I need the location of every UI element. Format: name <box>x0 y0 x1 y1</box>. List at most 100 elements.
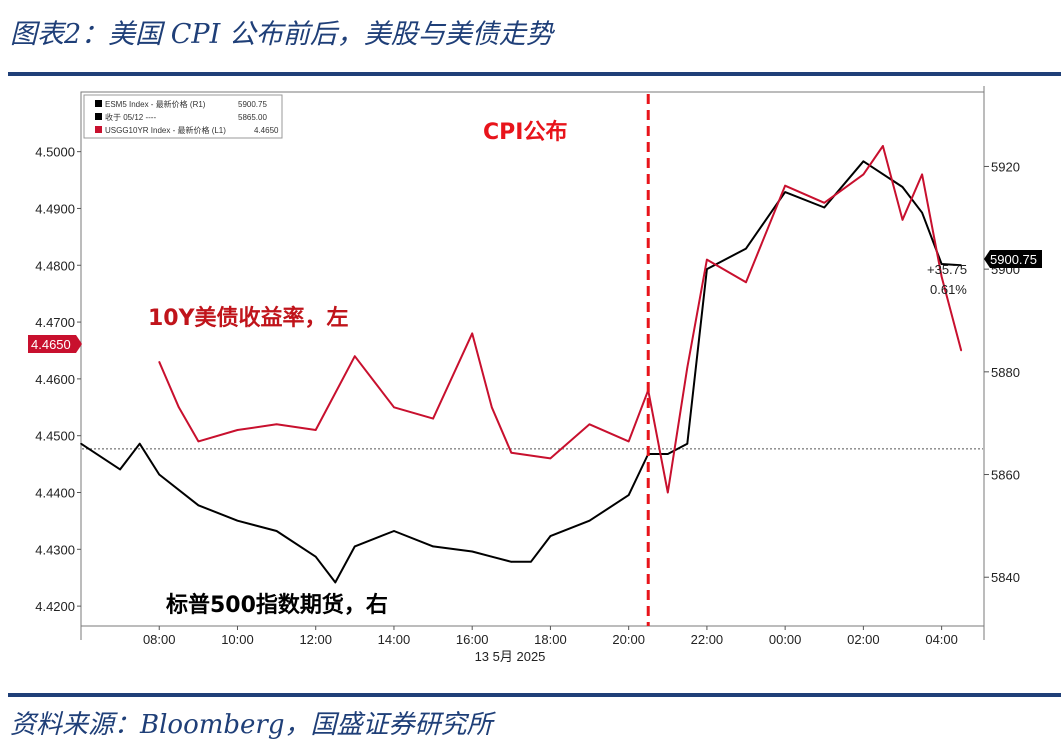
futures-point <box>745 247 747 250</box>
series-layer <box>80 145 963 584</box>
yield-point <box>393 406 395 409</box>
futures-point <box>686 442 689 445</box>
left-tick-label: 4.5000 <box>35 145 75 160</box>
yield-point <box>960 349 962 352</box>
futures-last-value-tag: 5900.75 <box>984 250 1042 268</box>
futures-point <box>158 473 161 476</box>
left-tick-label: 4.4300 <box>35 542 75 557</box>
left-tick-label: 4.4700 <box>35 315 75 330</box>
legend-label-0: ESM5 Index - 最新价格 (R1) <box>105 99 206 109</box>
legend-swatch-futures <box>95 100 102 107</box>
left-tick-label: 4.4500 <box>35 429 75 444</box>
yield-point <box>745 281 747 284</box>
futures-point <box>510 561 513 563</box>
futures-point <box>901 186 904 188</box>
yield-point <box>882 145 884 147</box>
x-tick-label: 04:00 <box>925 632 958 647</box>
right-tick-label: 5840 <box>991 570 1020 585</box>
yield-point <box>940 275 943 278</box>
x-tick-label: 14:00 <box>378 632 411 647</box>
futures-point <box>197 504 200 507</box>
futures-point <box>490 555 493 558</box>
futures-point <box>236 519 239 522</box>
legend-swatch-close <box>95 113 102 120</box>
left-tick-label: 4.4200 <box>35 599 75 614</box>
futures-point <box>334 581 337 584</box>
yield-point <box>706 258 708 261</box>
futures-point <box>314 555 317 558</box>
source-note: 资料来源：Bloomberg，国盛证券研究所 <box>10 710 493 740</box>
yield-last-value: 4.4650 <box>31 337 71 352</box>
futures-point <box>354 545 356 548</box>
futures-point <box>138 442 141 445</box>
futures-point <box>393 530 395 532</box>
x-tick-label: 00:00 <box>769 632 802 647</box>
left-tick-label: 4.4800 <box>35 258 75 273</box>
left-tick-label: 4.4600 <box>35 372 75 387</box>
yield-point <box>862 173 865 176</box>
left-tick-label: 4.4400 <box>35 486 75 501</box>
x-tick-label: 16:00 <box>456 632 489 647</box>
legend-swatch-yield <box>95 126 102 133</box>
x-tick-label: 18:00 <box>534 632 567 647</box>
futures-last-value: 5900.75 <box>990 252 1037 267</box>
x-tick-label: 22:00 <box>691 632 724 647</box>
x-tick-label: 20:00 <box>612 632 645 647</box>
futures-point <box>940 263 943 265</box>
right-tick-label: 5920 <box>991 159 1020 174</box>
futures-point <box>588 519 591 522</box>
x-axis-date: 13 5月 2025 <box>475 649 546 664</box>
figure-title: 图表2：美国 CPI 公布前后，美股与美债走势 <box>10 19 553 50</box>
yield-point <box>588 423 591 426</box>
futures-point <box>921 211 923 214</box>
right-tick-label: 5880 <box>991 365 1020 380</box>
yield-point <box>627 440 630 443</box>
futures-point <box>627 494 630 496</box>
futures-point <box>530 561 532 563</box>
x-axis-ticks: 08:00 10:00 12:00 14:00 16:00 18:00 20:00 22:00… <box>143 626 958 647</box>
x-tick-label: 12:00 <box>299 632 332 647</box>
yield-last-value-tag: 4.4650 <box>28 335 82 353</box>
plot-area <box>80 91 985 627</box>
x-tick-label: 08:00 <box>143 632 176 647</box>
legend: ESM5 Index - 最新价格 (R1) 5900.75 收于 05/12 … <box>83 94 283 139</box>
bottom-divider <box>8 693 1061 697</box>
top-divider <box>8 72 1061 76</box>
legend-label-1: 收于 05/12 ---- <box>105 112 156 122</box>
yield-point <box>490 406 493 409</box>
yield-point <box>823 201 826 204</box>
futures-point <box>80 442 82 445</box>
yield-point <box>275 423 278 426</box>
change-percent: 0.61% <box>930 282 967 297</box>
yield-point <box>158 361 161 363</box>
futures-point <box>275 530 278 532</box>
legend-value-0: 5900.75 <box>238 100 267 109</box>
yield-point <box>510 451 513 454</box>
yield-point <box>197 440 200 443</box>
futures-point <box>432 545 434 548</box>
futures-point <box>666 453 669 455</box>
change-value: +35.75 <box>927 262 967 277</box>
yield-point <box>901 219 904 221</box>
yield-point <box>177 406 180 409</box>
yield-point <box>549 457 552 460</box>
yield-point <box>686 366 689 369</box>
futures-point <box>960 264 962 267</box>
left-tick-label: 4.4900 <box>35 201 75 216</box>
legend-value-2: 4.4650 <box>254 126 279 135</box>
yield-point <box>471 332 473 335</box>
yield-point <box>432 417 434 420</box>
legend-label-2: USGG10YR Index - 最新价格 (L1) <box>105 125 226 135</box>
futures-point <box>862 160 865 163</box>
yield-point <box>354 355 356 357</box>
right-tick-label: 5860 <box>991 468 1020 483</box>
futures-point <box>823 206 826 209</box>
yield-annotation: 10Y美债收益率，左 <box>148 305 349 331</box>
yield-point <box>236 429 239 431</box>
futures-point <box>784 191 786 193</box>
futures-point <box>471 550 473 553</box>
yield-point <box>921 173 923 176</box>
yield-point <box>666 491 669 494</box>
